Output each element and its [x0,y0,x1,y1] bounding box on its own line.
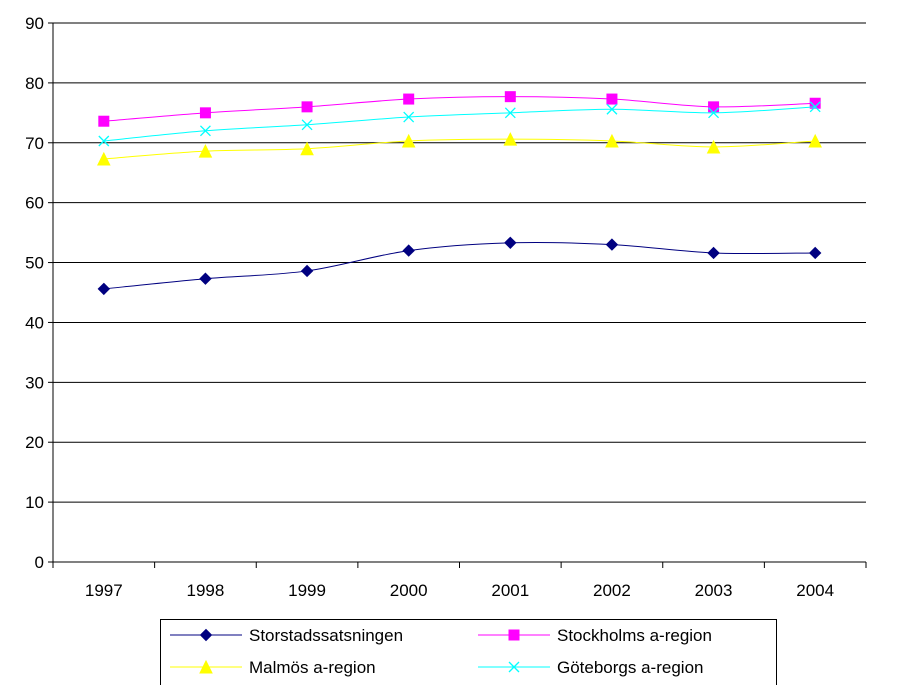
legend-item-0: Storstadssatsningen [170,626,403,645]
x-tick-label-2001: 2001 [491,581,529,600]
data-point-0-2002 [605,238,619,251]
data-point-0-1999 [300,264,314,278]
data-point-1-2002 [606,93,618,105]
data-point-2-2001 [503,132,518,146]
y-tick-label: 10 [25,493,44,512]
series-line-3 [103,106,816,142]
x-tick-label-2002: 2002 [593,581,631,600]
legend-label: Göteborgs a-region [557,658,703,677]
legend-item-1: Stockholms a-region [478,626,712,645]
y-tick-label: 60 [25,194,44,213]
data-point-1-1997 [98,115,110,127]
series-line-2 [103,138,816,160]
series-2 [97,132,822,166]
legend-label: Stockholms a-region [557,626,712,645]
y-tick-label: 70 [25,134,44,153]
data-point-1-2003 [708,101,720,113]
data-point-1-1998 [199,107,211,119]
data-point-2-2004 [808,133,822,148]
y-tick-label: 20 [25,433,44,452]
data-point-1-2001 [504,91,516,103]
legend-marker [199,659,213,674]
y-tick-label: 90 [25,14,44,33]
data-point-0-2004 [808,246,822,260]
data-point-2-1997 [97,151,111,166]
data-point-3-2001 [504,107,516,119]
x-axis-ticks: 1997 1998 1999 2000 2001 2002 2003 2004 [52,562,867,600]
data-point-1-2004 [809,97,821,109]
data-point-3-2004 [809,101,821,113]
legend: Storstadssatsningen Stockholms a-region Ma… [160,619,777,685]
y-tick-label: 30 [25,373,44,392]
series-3 [98,101,821,147]
data-point-3-1998 [199,125,211,137]
x-tick-label-2000: 2000 [390,581,428,600]
series-0 [97,236,822,296]
data-point-3-2000 [403,111,415,123]
data-point-2-2002 [605,133,619,148]
legend-box [160,619,777,685]
legend-item-2: Malmös a-region [170,658,376,677]
legend-label: Malmös a-region [249,658,376,677]
axes [52,23,866,563]
data-point-2-1999 [300,141,314,156]
data-point-2-1998 [198,144,213,158]
x-tick-label-2004: 2004 [796,581,834,600]
data-point-0-1998 [199,272,212,285]
gridlines [53,22,866,503]
legend-marker [508,661,520,673]
series-1 [98,91,821,127]
x-tick-label-1999: 1999 [288,581,326,600]
x-tick-label-1998: 1998 [187,581,225,600]
data-point-0-2003 [707,246,720,260]
y-tick-label: 50 [25,254,44,273]
legend-marker [199,628,213,642]
data-point-3-2003 [708,107,720,119]
y-tick-label: 0 [35,553,44,572]
data-point-1-1999 [301,101,313,113]
data-point-3-1999 [301,119,313,131]
data-point-2-2000 [401,133,416,148]
y-tick-label: 80 [25,74,44,93]
data-point-0-2000 [402,244,415,257]
data-point-3-1997 [98,135,110,147]
series-line-1 [103,96,816,122]
legend-marker [508,629,520,641]
x-tick-label-1997: 1997 [85,581,123,600]
legend-item-3: Göteborgs a-region [478,658,703,677]
legend-label: Storstadssatsningen [249,626,403,645]
series-group [97,91,822,296]
x-tick-label-2003: 2003 [695,581,733,600]
data-point-2-2003 [706,139,721,154]
data-point-1-2000 [403,93,415,105]
series-line-0 [103,241,816,290]
y-tick-label: 40 [25,313,44,332]
y-axis-ticks: 0 10 20 30 40 50 60 70 80 90 [25,14,53,572]
data-point-3-2002 [606,103,618,115]
data-point-0-1997 [97,282,111,296]
data-point-0-2001 [504,236,517,249]
